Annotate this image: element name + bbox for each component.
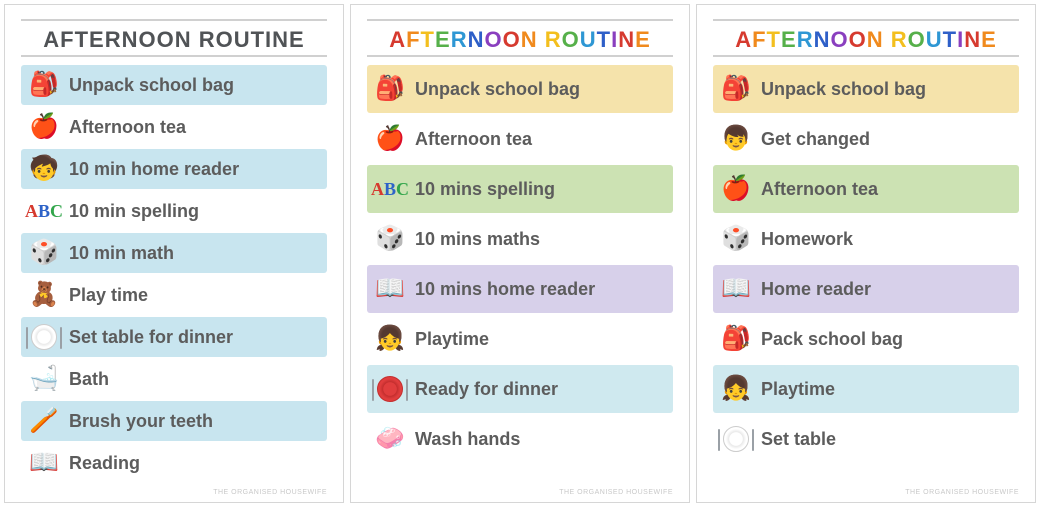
routine-row: 📖 10 mins home reader: [367, 265, 673, 313]
apple-icon: 🍎: [719, 172, 753, 206]
routine-row: 📖 Home reader: [713, 265, 1019, 313]
routine-row: 🛁 Bath: [21, 359, 327, 399]
routine-list: 🎒 Unpack school bag 🍎 Afternoon tea ABC 10 mi…: [367, 65, 673, 465]
backpack-icon: 🎒: [27, 68, 61, 102]
routine-label: Reading: [69, 453, 140, 474]
routine-row: 👦 Get changed: [713, 115, 1019, 163]
routine-label: 10 mins maths: [415, 229, 540, 250]
routine-label: Set table: [761, 429, 836, 450]
play-icon: 🧸: [27, 278, 61, 312]
apple-icon: 🍎: [373, 122, 407, 156]
routine-label: Set table for dinner: [69, 327, 233, 348]
routine-row: 🎲 10 mins maths: [367, 215, 673, 263]
routine-label: Playtime: [415, 329, 489, 350]
routine-row: 🎒 Unpack school bag: [21, 65, 327, 105]
routine-label: Home reader: [761, 279, 871, 300]
routine-list: 🎒 Unpack school bag 👦 Get changed 🍎 Afternoon…: [713, 65, 1019, 465]
plate-red-icon: [373, 372, 407, 406]
footer-credit: THE ORGANISED HOUSEWIFE: [213, 489, 327, 496]
plate-icon: [719, 422, 753, 456]
routine-card: AFTERNOON ROUTINE 🎒 Unpack school bag 🍎 Afte…: [4, 4, 344, 503]
routine-label: 10 min home reader: [69, 159, 239, 180]
routine-row: 👧 Playtime: [713, 365, 1019, 413]
routine-row: 🎒 Pack school bag: [713, 315, 1019, 363]
routine-label: Pack school bag: [761, 329, 903, 350]
footer-credit: THE ORGANISED HOUSEWIFE: [559, 489, 673, 496]
boy-icon: 👦: [719, 122, 753, 156]
backpack-icon: 🎒: [719, 72, 753, 106]
routine-row: 🎲 Homework: [713, 215, 1019, 263]
routine-label: Playtime: [761, 379, 835, 400]
routine-label: Play time: [69, 285, 148, 306]
routine-label: Afternoon tea: [415, 129, 532, 150]
card-title: AFTERNOON ROUTINE: [21, 27, 327, 53]
routine-row: ABC 10 min spelling: [21, 191, 327, 231]
routine-label: 10 min math: [69, 243, 174, 264]
routine-label: Unpack school bag: [761, 79, 926, 100]
routine-label: Ready for dinner: [415, 379, 558, 400]
routine-label: Afternoon tea: [761, 179, 878, 200]
reading-icon: 📖: [27, 446, 61, 480]
routine-label: 10 mins home reader: [415, 279, 595, 300]
wash-icon: 🧼: [373, 422, 407, 456]
routine-row: 🪥 Brush your teeth: [21, 401, 327, 441]
girl-icon: 👧: [373, 322, 407, 356]
card-title: AFTERNOON ROUTINE: [367, 27, 673, 53]
backpack-icon: 🎒: [373, 72, 407, 106]
footer-credit: THE ORGANISED HOUSEWIFE: [905, 489, 1019, 496]
routine-list: 🎒 Unpack school bag 🍎 Afternoon tea 🧒 10 min …: [21, 65, 327, 485]
backpack-icon: 🎒: [719, 322, 753, 356]
routine-row: ABC 10 mins spelling: [367, 165, 673, 213]
routine-label: Get changed: [761, 129, 870, 150]
brush-icon: 🪥: [27, 404, 61, 438]
routine-row: 👧 Playtime: [367, 315, 673, 363]
reader-icon: 🧒: [27, 152, 61, 186]
math-icon: 🎲: [373, 222, 407, 256]
book-icon: 📖: [719, 272, 753, 306]
girl-icon: 👧: [719, 372, 753, 406]
routine-row: 🧸 Play time: [21, 275, 327, 315]
routine-label: Afternoon tea: [69, 117, 186, 138]
routine-row: 🍎 Afternoon tea: [713, 165, 1019, 213]
routine-label: Brush your teeth: [69, 411, 213, 432]
abc-icon: ABC: [373, 172, 407, 206]
apple-icon: 🍎: [27, 110, 61, 144]
routine-label: Unpack school bag: [69, 75, 234, 96]
routine-label: Wash hands: [415, 429, 520, 450]
routine-row: 🍎 Afternoon tea: [367, 115, 673, 163]
routine-card: AFTERNOON ROUTINE 🎒 Unpack school bag 👦 Get …: [696, 4, 1036, 503]
abc-icon: ABC: [27, 194, 61, 228]
routine-row: 🧼 Wash hands: [367, 415, 673, 463]
book-icon: 📖: [373, 272, 407, 306]
routine-row: 🎒 Unpack school bag: [367, 65, 673, 113]
routine-row: 🎒 Unpack school bag: [713, 65, 1019, 113]
routine-row: 🍎 Afternoon tea: [21, 107, 327, 147]
math-icon: 🎲: [27, 236, 61, 270]
routine-row: 🎲 10 min math: [21, 233, 327, 273]
routine-label: Bath: [69, 369, 109, 390]
routine-label: 10 min spelling: [69, 201, 199, 222]
routine-label: Homework: [761, 229, 853, 250]
routine-row: Set table for dinner: [21, 317, 327, 357]
bath-icon: 🛁: [27, 362, 61, 396]
routine-row: Set table: [713, 415, 1019, 463]
routine-label: 10 mins spelling: [415, 179, 555, 200]
routine-row: 📖 Reading: [21, 443, 327, 483]
card-title: AFTERNOON ROUTINE: [713, 27, 1019, 53]
routine-label: Unpack school bag: [415, 79, 580, 100]
routine-row: Ready for dinner: [367, 365, 673, 413]
plate-icon: [27, 320, 61, 354]
math-icon: 🎲: [719, 222, 753, 256]
routine-row: 🧒 10 min home reader: [21, 149, 327, 189]
routine-card: AFTERNOON ROUTINE 🎒 Unpack school bag 🍎 Afte…: [350, 4, 690, 503]
